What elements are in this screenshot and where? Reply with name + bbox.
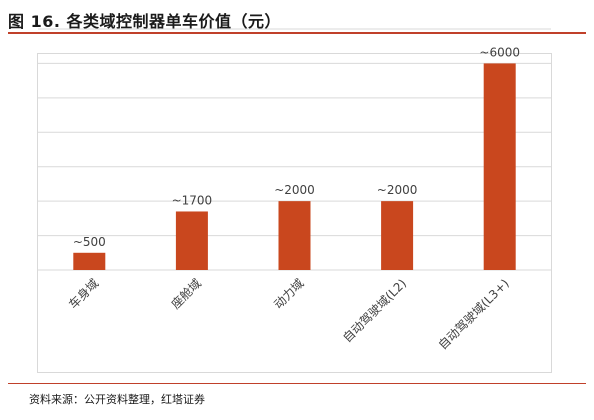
bar bbox=[278, 201, 311, 270]
title-divider bbox=[8, 32, 586, 34]
data-label: ~2000 bbox=[377, 183, 418, 197]
bar bbox=[175, 211, 208, 270]
data-label: ~1700 bbox=[172, 193, 213, 207]
bar bbox=[73, 252, 106, 270]
source-divider bbox=[8, 383, 586, 384]
data-label: ~6000 bbox=[479, 45, 520, 59]
x-tick-label: 动力域 bbox=[271, 276, 306, 311]
bar bbox=[483, 63, 516, 270]
data-label: ~500 bbox=[73, 235, 106, 249]
source-note: 资料来源：公开资料整理，红塔证券 bbox=[29, 393, 205, 406]
data-labels: ~500 ~1700 ~2000 ~2000 ~6000 bbox=[73, 45, 520, 248]
x-tick-label: 车身域 bbox=[65, 276, 101, 312]
x-tick-label: 自动驾驶域(L2) bbox=[339, 276, 409, 346]
x-tick-label: 自动驾驶域(L3+) bbox=[435, 276, 512, 353]
figure-title: 图 16. 各类域控制器单车价值（元） bbox=[8, 12, 281, 31]
gridlines bbox=[38, 28, 551, 271]
data-label: ~2000 bbox=[274, 183, 315, 197]
x-tick-labels: 车身域 座舱域 动力域 自动驾驶域(L2) 自动驾驶域(L3+) bbox=[65, 276, 511, 353]
x-tick-label: 座舱域 bbox=[168, 276, 204, 312]
bars bbox=[73, 63, 516, 270]
bar bbox=[381, 201, 414, 270]
